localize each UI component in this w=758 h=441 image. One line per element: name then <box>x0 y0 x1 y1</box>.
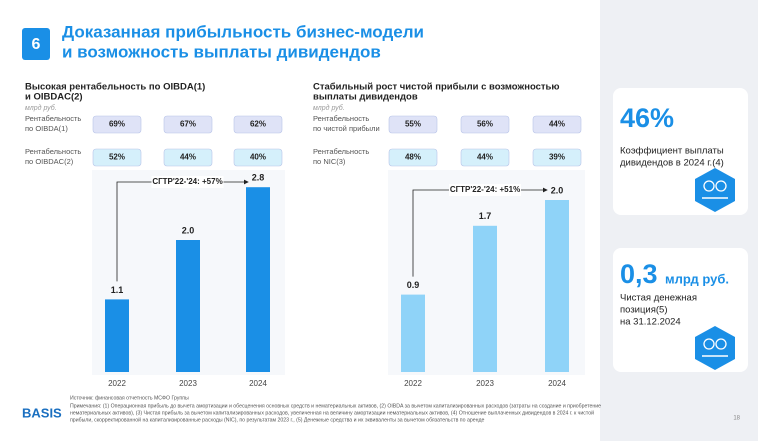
metric-pill <box>532 115 582 134</box>
metric-label: по OIBDA(1) <box>25 124 68 133</box>
metric-label: по чистой прибыли <box>313 124 380 133</box>
slide-badge <box>22 28 50 60</box>
chart-title: Стабильный рост чистой прибыли с возможн… <box>313 82 560 93</box>
x-tick-label: 2023 <box>476 379 494 388</box>
kpi-value: 0,3 <box>620 259 658 289</box>
logo: BASIS <box>22 405 62 420</box>
metric-value: 56% <box>477 120 493 129</box>
metric-label: Рентабельность <box>25 147 81 156</box>
value-label: 2.0 <box>182 225 195 235</box>
metric-label: по NIC(3) <box>313 157 346 166</box>
note: прибыли, скорректированной на капитализи… <box>70 416 484 423</box>
note: нематериальных активов), (3) Чистая приб… <box>70 409 594 416</box>
metric-label: Рентабельность <box>313 114 369 123</box>
metric-value: 44% <box>549 120 565 129</box>
metric-pill <box>233 115 283 134</box>
page-number: 18 <box>733 416 740 422</box>
annotation-bg <box>151 176 224 188</box>
bar <box>105 299 129 372</box>
slide-number: 6 <box>32 36 41 53</box>
slide-title: Доказанная прибыльность бизнес-модели <box>62 22 424 41</box>
metric-pill <box>460 115 510 134</box>
metric-pill <box>163 115 213 134</box>
annotation: CГТР'22-'24: +57% <box>152 177 222 186</box>
x-tick-label: 2024 <box>548 379 566 388</box>
x-tick-label: 2022 <box>108 379 126 388</box>
value-label: 1.7 <box>479 211 492 221</box>
x-tick-label: 2022 <box>404 379 422 388</box>
metric-value: 44% <box>180 153 196 162</box>
bar <box>401 294 425 372</box>
source: Источник: финансовая отчетность МСФО Гру… <box>70 395 189 401</box>
metric-value: 44% <box>477 153 493 162</box>
slide-title: и возможность выплаты дивидендов <box>62 42 381 61</box>
metric-value: 52% <box>109 153 125 162</box>
bar <box>246 187 270 372</box>
chart-title: Высокая рентабельность по OIBDA(1) <box>25 82 205 93</box>
metric-pill <box>233 148 283 167</box>
metric-pill <box>92 115 142 134</box>
value-label: 0.9 <box>407 280 420 290</box>
kpi-value: 46% <box>620 103 674 133</box>
kpi-text: позиция(5) <box>620 305 668 316</box>
kpi-icon <box>695 168 735 212</box>
metric-value: 40% <box>250 153 266 162</box>
x-tick-label: 2023 <box>179 379 197 388</box>
metric-value: 67% <box>180 120 196 129</box>
metric-label: Рентабельность <box>25 114 81 123</box>
metric-label: Рентабельность <box>313 147 369 156</box>
metric-pill <box>92 148 142 167</box>
annotation-bg <box>449 184 521 196</box>
note: Примечания: (1) Операционная прибыль до … <box>70 403 601 409</box>
kpi-text: Чистая денежная <box>620 293 697 304</box>
chart-title: выплаты дивидендов <box>313 92 418 103</box>
kpi-text: дивидендов в 2024 г.(4) <box>620 158 724 169</box>
metric-pill <box>532 148 582 167</box>
bar <box>545 200 569 372</box>
kpi-text: Коэффициент выплаты <box>620 146 724 157</box>
bar <box>473 225 497 372</box>
metric-value: 62% <box>250 120 266 129</box>
kpi-text: на 31.12.2024 <box>620 317 681 328</box>
value-label: 1.1 <box>111 285 124 295</box>
chart-title: и OIBDAC(2) <box>25 92 83 103</box>
kpi-unit: млрд руб. <box>665 271 729 286</box>
metric-label: по OIBDAC(2) <box>25 157 74 166</box>
metric-value: 55% <box>405 120 421 129</box>
value-label: 2.8 <box>252 173 265 183</box>
kpi-icon <box>695 326 735 370</box>
metric-value: 39% <box>549 153 565 162</box>
metric-pill <box>388 148 438 167</box>
chart-subtitle: млрд руб. <box>25 104 57 112</box>
value-label: 2.0 <box>551 185 564 195</box>
metric-pill <box>460 148 510 167</box>
metric-pill <box>163 148 213 167</box>
bar <box>176 240 200 372</box>
annotation: CГТР'22-'24: +51% <box>450 185 520 194</box>
metric-pill <box>388 115 438 134</box>
side-panel <box>600 0 758 441</box>
metric-value: 69% <box>109 120 125 129</box>
chart-subtitle: млрд руб. <box>313 104 345 112</box>
metric-value: 48% <box>405 153 421 162</box>
x-tick-label: 2024 <box>249 379 267 388</box>
